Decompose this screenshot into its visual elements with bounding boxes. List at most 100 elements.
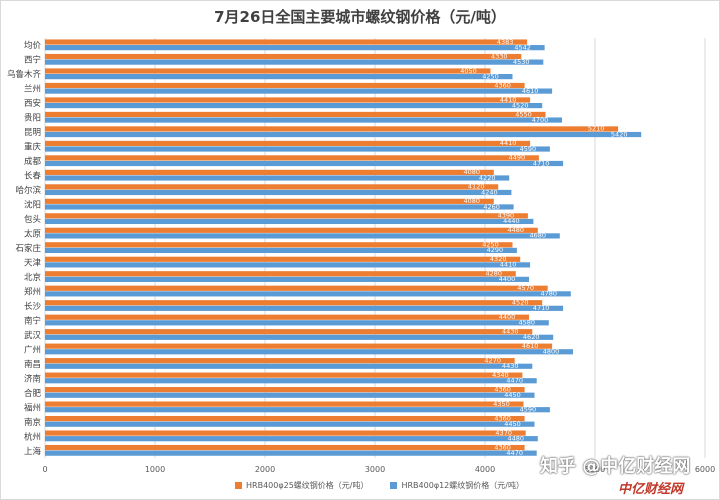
legend-swatch-series-1	[235, 482, 242, 489]
category-label-23: 济南	[24, 373, 41, 384]
bar-series-1-9	[45, 169, 494, 175]
bar-series-1-22	[45, 358, 515, 364]
category-label-10: 哈尔滨	[15, 185, 41, 196]
data-label-series-1-3: 4360	[494, 81, 511, 89]
data-label-series-1-25: 4350	[493, 400, 510, 408]
data-label-series-2-19: 4580	[519, 319, 536, 327]
bar-series-2-15	[45, 262, 531, 268]
category-label-25: 福州	[24, 402, 41, 413]
bar-series-2-16	[45, 276, 529, 282]
category-label-9: 长春	[24, 171, 42, 182]
data-label-series-1-16: 4280	[486, 270, 503, 278]
bar-series-1-14	[45, 242, 513, 248]
data-label-series-2-10: 4240	[481, 188, 498, 196]
category-label-18: 长沙	[24, 301, 42, 312]
bar-series-2-10	[45, 189, 512, 196]
category-label-4: 西安	[24, 98, 41, 109]
data-label-series-2-20: 4620	[523, 333, 540, 341]
data-label-series-2-17: 4780	[541, 290, 558, 298]
category-label-13: 太原	[24, 229, 41, 240]
category-label-6: 昆明	[24, 128, 41, 138]
bar-series-1-2	[45, 68, 491, 74]
category-label-15: 天津	[24, 257, 42, 268]
bar-series-1-5	[45, 111, 546, 118]
bar-series-1-18	[45, 300, 543, 306]
bar-series-2-0	[45, 45, 545, 51]
category-label-20: 武汉	[24, 330, 42, 341]
category-label-21: 广州	[24, 344, 41, 355]
category-label-0: 均价	[24, 40, 42, 51]
x-tick-label-3: 3000	[365, 465, 385, 474]
data-label-series-2-12: 4440	[503, 217, 520, 225]
data-label-series-2-16: 4400	[499, 275, 516, 283]
data-label-series-2-26: 4450	[504, 420, 521, 428]
bar-series-1-0	[45, 39, 528, 45]
data-label-series-2-5: 4700	[532, 116, 549, 124]
category-labels: 均价西宁乌鲁木齐兰州西安贵阳昆明重庆成都长春哈尔滨沈阳包头太原石家庄天津北京郑州…	[7, 40, 42, 457]
data-labels: 4383454243304530405042504360461044104520…	[460, 38, 627, 457]
data-label-series-1-5: 4550	[515, 110, 532, 118]
bar-series-1-15	[45, 256, 521, 262]
category-label-8: 成都	[24, 156, 42, 167]
data-label-series-1-27: 4370	[495, 429, 512, 437]
data-label-series-1-21: 4610	[522, 342, 539, 350]
data-label-series-2-28: 4470	[506, 449, 523, 457]
data-label-series-1-20: 4430	[502, 327, 519, 335]
data-label-series-2-13: 4680	[530, 232, 547, 240]
data-label-series-1-2: 4050	[460, 67, 477, 75]
data-label-series-2-23: 4470	[506, 377, 523, 385]
bar-series-2-18	[45, 305, 564, 311]
bar-series-2-5	[45, 117, 562, 123]
data-label-series-2-24: 4450	[504, 391, 521, 399]
category-label-2: 乌鲁木齐	[7, 69, 42, 80]
category-label-1: 西宁	[24, 55, 41, 66]
bar-series-1-6	[45, 126, 619, 132]
bar-series-1-10	[45, 184, 499, 190]
bar-series-2-3	[45, 88, 553, 94]
data-label-series-2-22: 4430	[502, 362, 519, 370]
bar-series-2-28	[45, 450, 537, 456]
data-label-series-1-0: 4383	[497, 38, 514, 46]
category-label-24: 合肥	[24, 388, 42, 399]
bar-series-1-26	[45, 415, 525, 422]
bar-series-2-8	[45, 160, 564, 167]
data-label-series-2-14: 4290	[487, 246, 504, 254]
data-label-series-1-6: 5210	[588, 125, 605, 133]
data-label-series-1-23: 4340	[492, 371, 509, 379]
x-tick-labels: 0 1000 2000 3000 4000 5000 6000	[42, 465, 715, 474]
legend-item-series-2: HRB400φ12螺纹钢价格（元/吨）	[390, 480, 524, 491]
logo: 中亿财经网	[618, 482, 684, 497]
bar-series-1-23	[45, 372, 523, 378]
data-label-series-1-11: 4080	[464, 197, 481, 205]
category-label-14: 石家庄	[15, 243, 41, 254]
data-label-series-2-1: 4530	[513, 58, 530, 66]
watermark: 知乎 @中亿财经网	[540, 456, 691, 477]
category-label-26: 南京	[24, 417, 41, 428]
bar-series-1-16	[45, 271, 516, 277]
bar-series-1-19	[45, 314, 529, 320]
data-label-series-1-7: 4410	[500, 139, 517, 147]
category-label-28: 上海	[24, 446, 42, 457]
data-label-series-1-14: 4250	[482, 241, 499, 249]
category-label-19: 南宁	[24, 315, 41, 326]
category-label-22: 南昌	[24, 359, 41, 370]
category-label-12: 包头	[24, 214, 42, 225]
data-label-series-1-1: 4330	[491, 52, 508, 60]
x-tick-label-0: 0	[42, 465, 47, 474]
bar-series-2-25	[45, 407, 550, 413]
bar-series-1-20	[45, 329, 533, 335]
data-label-series-1-28: 4360	[494, 443, 511, 451]
bar-series-2-27	[45, 436, 538, 442]
data-label-series-1-8: 4490	[509, 154, 526, 162]
x-tick-label-6: 6000	[695, 465, 715, 474]
legend-swatch-series-2	[390, 482, 398, 489]
data-label-series-2-15: 4410	[500, 261, 517, 269]
bar-series-2-12	[45, 218, 534, 225]
data-label-series-2-8: 4710	[533, 159, 550, 167]
category-label-11: 沈阳	[24, 200, 41, 211]
bar-series-2-22	[45, 363, 533, 369]
bar-series-2-13	[45, 233, 560, 239]
bar-series-1-27	[45, 430, 526, 436]
data-label-series-1-22: 4270	[484, 356, 501, 364]
category-label-3: 兰州	[24, 84, 41, 95]
